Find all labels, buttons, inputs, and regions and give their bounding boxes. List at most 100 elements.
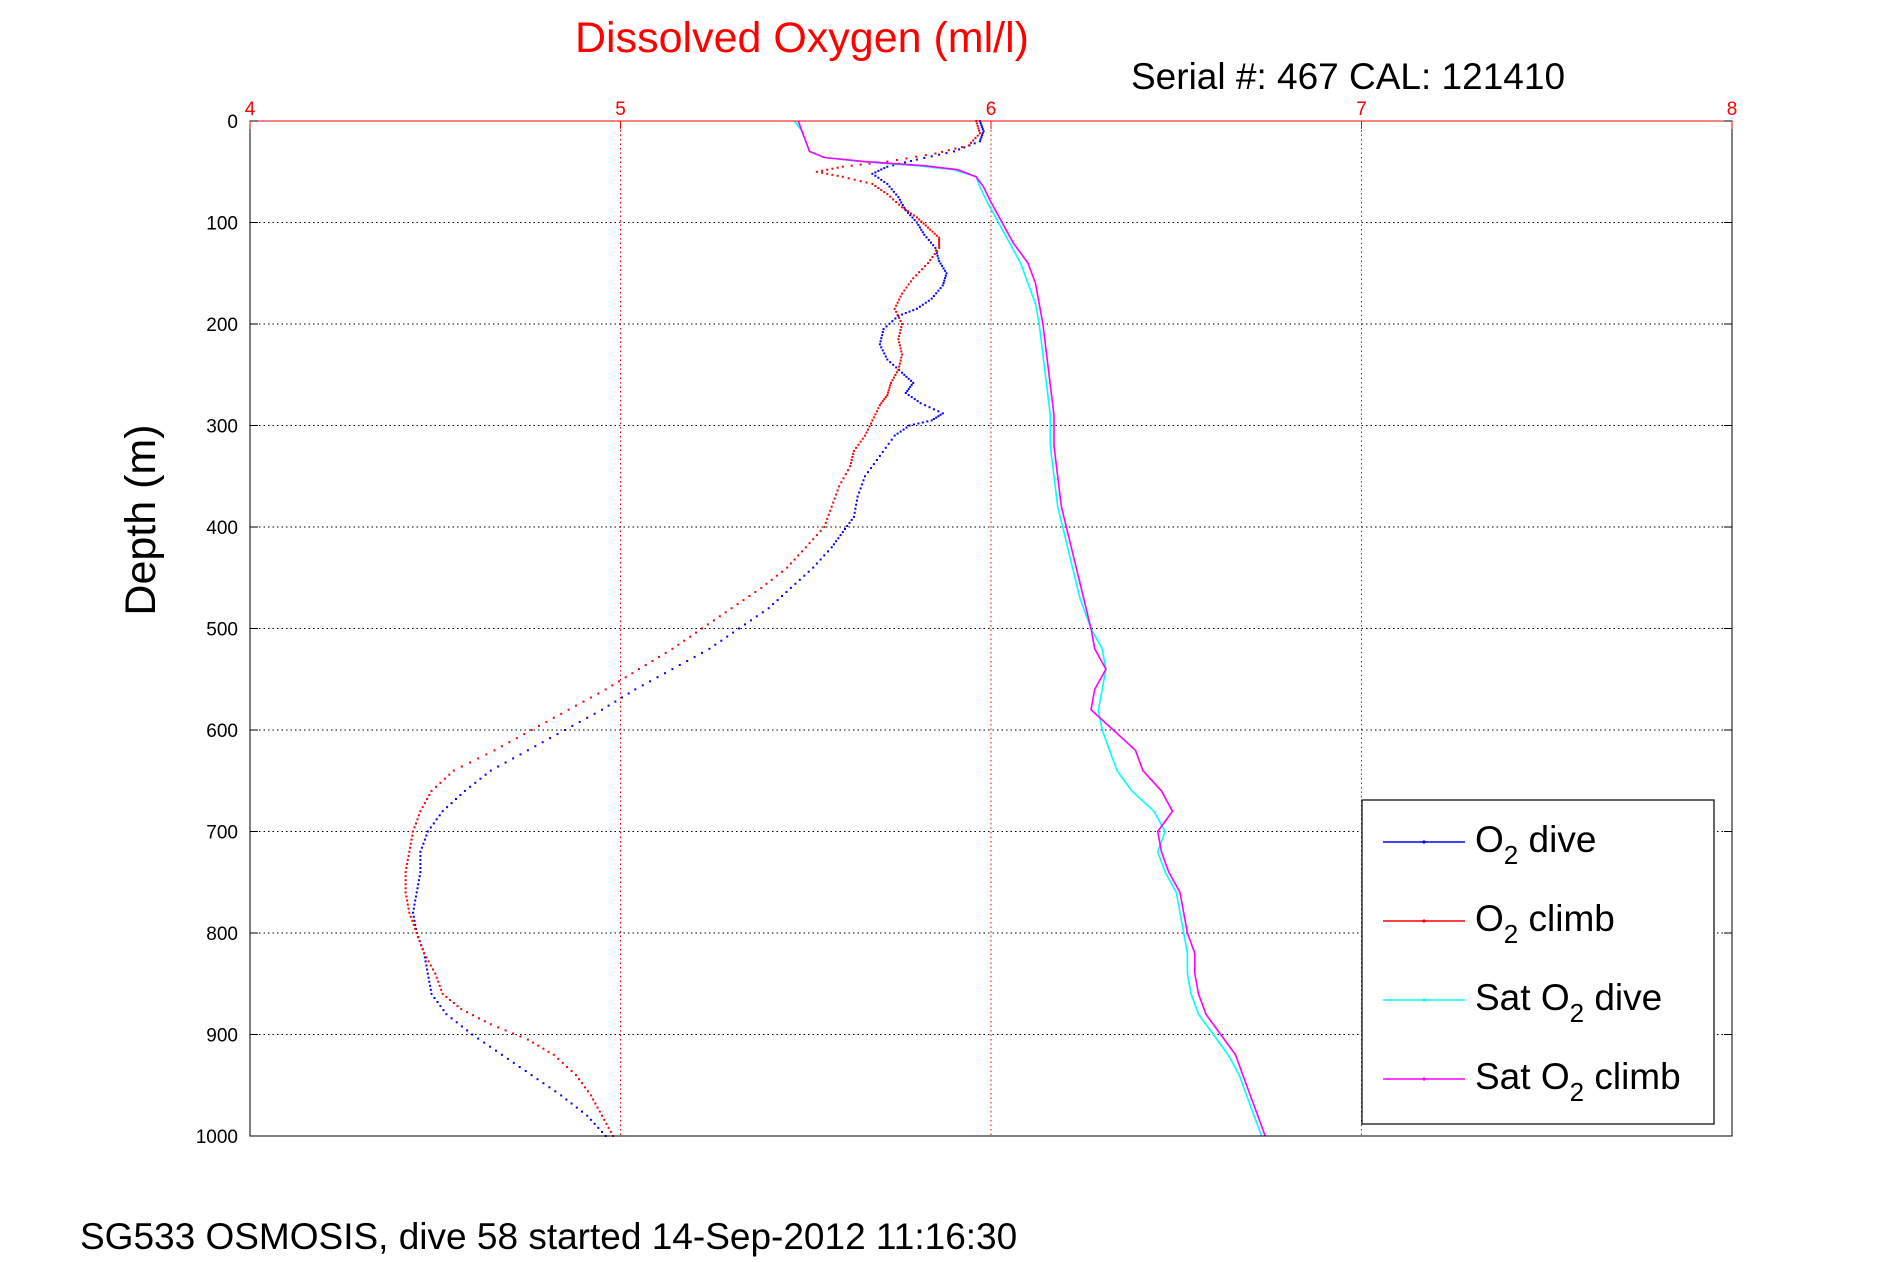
data-point (910, 212, 912, 215)
data-point (924, 301, 927, 304)
data-point (504, 761, 507, 764)
data-point (435, 818, 438, 821)
data-point (797, 554, 800, 557)
data-point (819, 530, 822, 533)
data-point (429, 964, 432, 967)
data-point (412, 923, 415, 926)
data-point (597, 692, 600, 695)
data-point (736, 603, 739, 606)
data-point (441, 810, 444, 813)
data-point (432, 822, 435, 825)
data-point (549, 737, 552, 740)
data-point (933, 253, 936, 255)
data-point (411, 834, 414, 837)
data-point (937, 415, 940, 418)
data-point (886, 394, 889, 397)
data-point (506, 1057, 509, 1060)
data-point (406, 899, 409, 902)
data-point (594, 1102, 597, 1105)
data-point (945, 152, 948, 155)
data-point (720, 639, 723, 642)
data-point (821, 169, 824, 172)
data-point (872, 416, 875, 419)
data-point (732, 631, 735, 634)
legend-label: O2 dive (1475, 819, 1596, 870)
data-point (939, 262, 942, 265)
data-point (460, 1008, 463, 1011)
data-point (923, 156, 926, 159)
data-point (651, 660, 654, 662)
data-point (450, 1017, 453, 1020)
data-point (554, 1090, 557, 1093)
data-point (634, 688, 637, 691)
data-point (892, 376, 895, 379)
data-point (865, 181, 868, 184)
data-point (889, 384, 892, 387)
series-o2-dive (412, 120, 985, 1137)
legend-label-prefix: O (1475, 898, 1504, 939)
data-point (878, 343, 881, 346)
data-point (417, 936, 420, 939)
data-point (436, 1001, 439, 1003)
data-point (761, 611, 764, 614)
data-point (474, 781, 477, 784)
data-point (912, 423, 915, 426)
data-point (934, 246, 937, 249)
data-point (495, 1049, 497, 1052)
data-point (406, 863, 409, 865)
data-point (917, 223, 920, 226)
data-point (915, 307, 918, 310)
data-point (847, 469, 849, 472)
data-point (556, 733, 559, 736)
data-point (701, 651, 703, 654)
data-point (903, 373, 906, 376)
data-point (878, 404, 881, 407)
chart-title: Dissolved Oxygen (ml/l) (575, 14, 1029, 62)
data-point (418, 940, 421, 943)
data-point (938, 244, 941, 247)
data-point (921, 303, 924, 306)
data-point (593, 1122, 596, 1125)
data-point (901, 292, 904, 295)
data-point (874, 171, 877, 174)
data-point (893, 307, 896, 310)
data-point (894, 317, 897, 320)
data-point (404, 875, 407, 878)
data-point (892, 363, 895, 366)
data-point (413, 919, 416, 922)
data-point (898, 341, 901, 344)
data-point (880, 189, 883, 191)
legend-entry: Sat O2 climb (1383, 1056, 1681, 1107)
data-point (913, 398, 916, 401)
y-tick-label: 600 (206, 721, 238, 742)
data-point (974, 137, 977, 140)
data-point (879, 340, 882, 343)
data-point (907, 394, 910, 397)
data-point (469, 785, 472, 788)
legend-swatch-marker (1422, 1077, 1426, 1081)
data-point (923, 233, 926, 236)
data-point (532, 1041, 535, 1044)
data-point (898, 298, 901, 301)
x-axis-ticks: 4 5 6 7 8 (245, 99, 1737, 129)
data-point (547, 1050, 550, 1053)
data-point (638, 668, 640, 671)
data-point (604, 688, 607, 691)
data-point (902, 428, 905, 431)
data-point (589, 696, 592, 699)
data-point (880, 402, 883, 405)
data-point (901, 313, 904, 316)
data-point (924, 265, 927, 268)
legend-label: Sat O2 climb (1475, 1056, 1681, 1107)
data-point (888, 185, 891, 188)
data-point (976, 124, 979, 127)
data-point (826, 172, 829, 175)
data-point (915, 274, 918, 277)
data-point (898, 365, 901, 368)
data-point (786, 566, 789, 569)
data-point (571, 724, 574, 727)
data-point (921, 268, 924, 271)
data-point (552, 1053, 555, 1056)
data-point (898, 362, 901, 365)
data-point (421, 948, 424, 951)
